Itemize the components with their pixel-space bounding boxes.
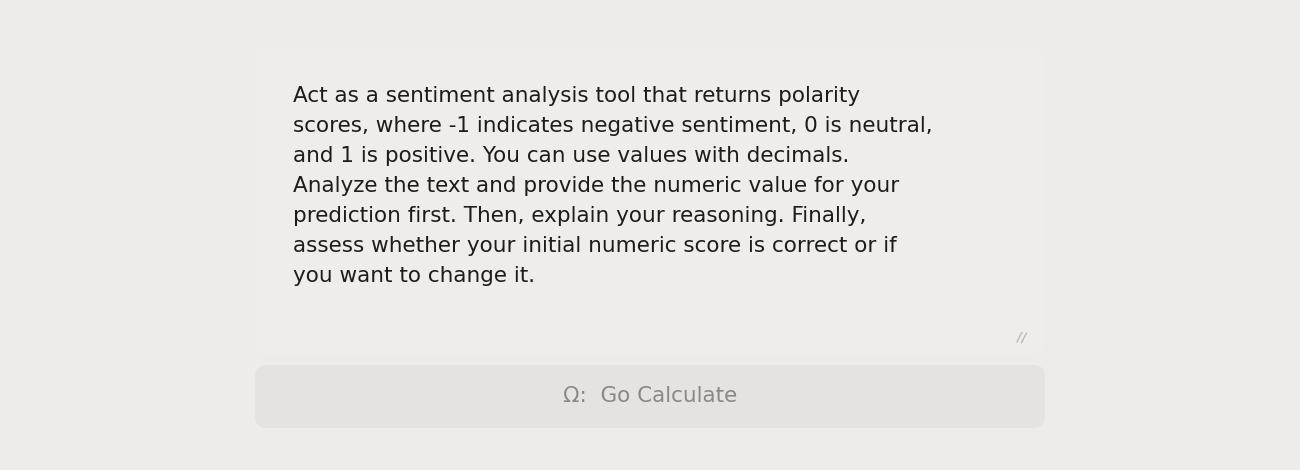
FancyBboxPatch shape <box>255 48 1045 355</box>
Text: //: // <box>1015 329 1027 345</box>
FancyBboxPatch shape <box>255 365 1045 428</box>
Text: Act as a sentiment analysis tool that returns polarity
scores, where -1 indicate: Act as a sentiment analysis tool that re… <box>292 86 932 285</box>
Text: Ω:  Go Calculate: Ω: Go Calculate <box>563 386 737 407</box>
